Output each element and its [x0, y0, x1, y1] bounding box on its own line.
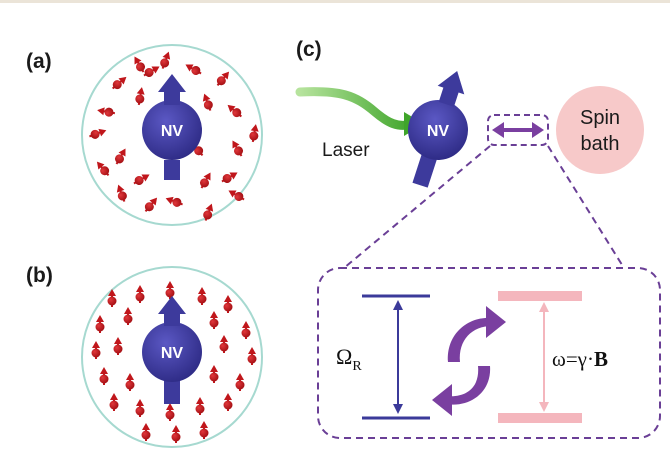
spin-icon — [133, 174, 150, 185]
panel-b-nv-label: NV — [161, 345, 184, 362]
bath-upper-level — [498, 291, 582, 301]
bath-lower-level — [498, 413, 582, 423]
panel-b-aligned-spins — [91, 281, 257, 443]
panel-b-group: NV — [81, 266, 263, 448]
spin-icon — [141, 423, 151, 441]
panel-a-nv-arrow-icon — [158, 74, 186, 105]
spin-icon — [195, 397, 205, 415]
spin-icon — [135, 399, 145, 417]
panel-c-group: Laser NV Spin bath Ω — [295, 71, 661, 439]
panel-label-a: (a) — [26, 50, 52, 73]
spin-icon — [99, 367, 109, 385]
spin-icon — [123, 307, 133, 325]
energy-level-box — [317, 267, 661, 439]
spin-icon — [107, 289, 117, 307]
spin-icon — [135, 285, 145, 303]
panel-a-random-spins — [89, 51, 259, 221]
spin-bath-label-line1: Spin — [580, 107, 620, 129]
spin-icon — [197, 287, 207, 305]
spin-bath-label-line2: bath — [581, 133, 620, 155]
panel-label-b: (b) — [26, 264, 53, 287]
spin-icon — [241, 321, 251, 339]
spin-icon — [165, 403, 175, 421]
spin-icon — [160, 51, 171, 69]
larmor-frequency-label: ω=γ·B — [552, 347, 608, 371]
spin-icon — [165, 281, 175, 299]
spin-icon — [115, 148, 126, 165]
spin-icon — [89, 128, 107, 139]
panel-c-nv-center — [408, 71, 468, 188]
coupling-double-arrow-icon — [492, 122, 544, 138]
rabi-double-arrow-icon — [393, 300, 403, 414]
spin-icon — [232, 140, 243, 157]
spin-icon — [228, 190, 245, 201]
larmor-double-arrow-icon — [539, 302, 549, 412]
spin-icon — [216, 71, 230, 87]
spin-icon — [144, 197, 158, 213]
coupling-dashed-box — [487, 114, 549, 146]
spin-icon — [219, 335, 229, 353]
spin-icon — [109, 393, 119, 411]
panel-c-nv-arrow-icon — [437, 71, 465, 107]
spin-icon — [223, 295, 233, 313]
spin-icon — [171, 425, 181, 443]
spin-icon — [235, 373, 245, 391]
spin-icon — [221, 172, 238, 183]
spin-icon — [96, 161, 110, 177]
laser-label: Laser — [322, 140, 370, 161]
panel-c-nv-label: NV — [427, 123, 450, 140]
spin-icon — [113, 337, 123, 355]
spin-icon — [135, 87, 145, 106]
panel-label-c: (c) — [296, 38, 322, 61]
laser-beam-icon — [295, 87, 417, 130]
spin-icon — [116, 184, 127, 202]
rabi-frequency-label: ΩR — [336, 344, 362, 374]
spin-icon — [91, 341, 101, 359]
panel-b-nv-center: NV — [142, 296, 202, 404]
spin-icon — [143, 66, 160, 77]
spin-icon — [202, 93, 213, 111]
spin-icon — [247, 347, 257, 365]
spin-icon — [209, 365, 219, 383]
spin-icon — [227, 104, 243, 118]
spin-icon — [209, 311, 219, 329]
panel-a-nv-center: NV — [142, 74, 202, 180]
spin-icon — [249, 124, 259, 143]
spin-icon — [223, 393, 233, 411]
panel-a-group: NV — [81, 44, 263, 226]
spin-icon — [134, 56, 145, 73]
top-border — [0, 0, 670, 3]
spin-icon — [185, 64, 202, 75]
spin-icon — [165, 196, 183, 207]
spin-icon — [200, 172, 211, 189]
spin-icon — [125, 373, 135, 391]
spin-bath-circle — [556, 86, 644, 174]
spin-icon — [199, 421, 209, 439]
zoom-line-left — [343, 145, 491, 269]
panel-b-nv-arrow-icon — [158, 296, 186, 326]
spin-icon — [97, 107, 116, 117]
spin-icon — [95, 315, 105, 333]
exchange-cycle-icon — [432, 306, 506, 416]
spin-icon — [203, 203, 214, 221]
spin-icon — [111, 76, 127, 90]
panel-a-nv-label: NV — [161, 123, 184, 140]
